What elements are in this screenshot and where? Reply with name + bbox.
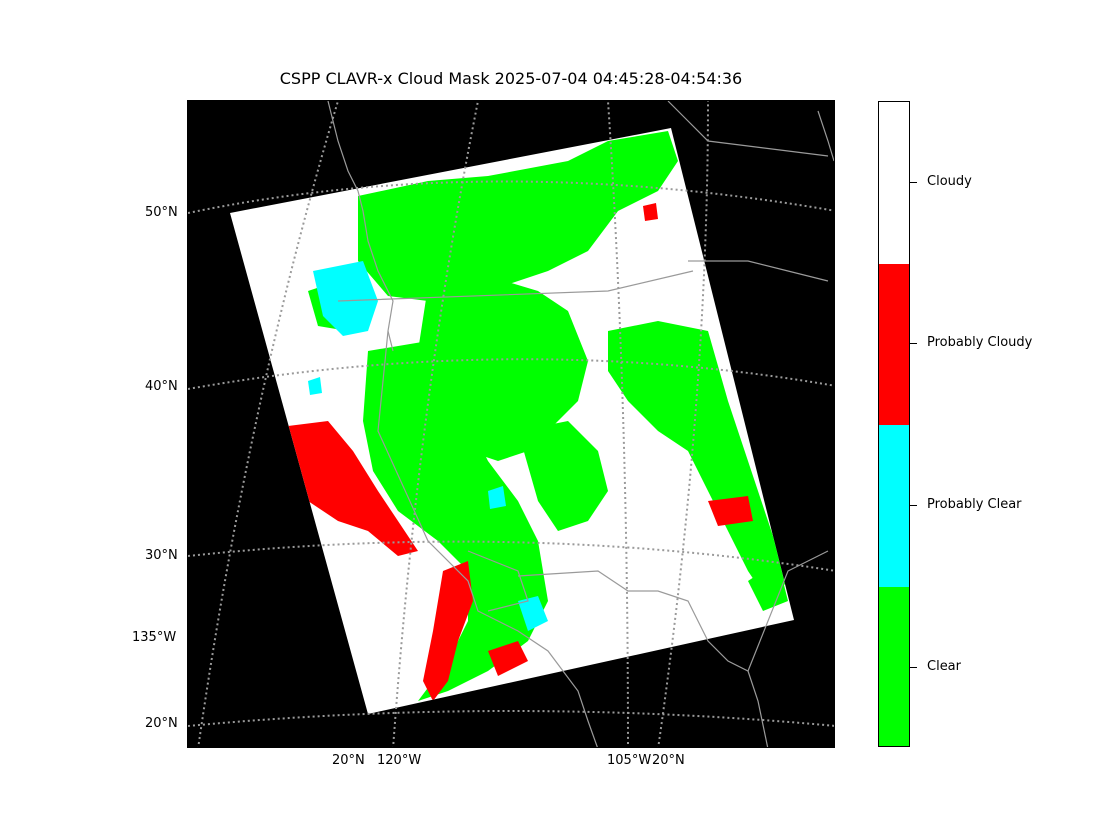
bottom-label-120w: 120°W xyxy=(377,753,422,768)
map-title: CSPP CLAVR-x Cloud Mask 2025-07-04 04:45… xyxy=(279,69,743,88)
bottom-label-20n-left: 20°N xyxy=(332,753,365,768)
map-panel xyxy=(187,100,835,748)
graticule xyxy=(188,101,834,747)
clear-region xyxy=(363,341,548,701)
legend-label-cloudy: Cloudy xyxy=(927,174,972,189)
probably-cloudy-region xyxy=(288,421,418,556)
probably-cloudy-region xyxy=(423,561,473,701)
bottom-label-105w: 105°W xyxy=(607,753,652,768)
bottom-label-20n-right: 20°N xyxy=(652,753,685,768)
cloud-mask-regions xyxy=(288,131,788,701)
probably-clear-region xyxy=(308,377,322,395)
coastlines xyxy=(327,101,834,747)
probably-cloudy-region xyxy=(708,496,753,526)
clear-region xyxy=(748,561,788,611)
clear-region xyxy=(608,321,788,601)
probably-clear-region xyxy=(518,596,548,631)
lat-label-40n: 40°N xyxy=(145,379,178,394)
colorbar-clear xyxy=(879,586,909,746)
legend-label-clear: Clear xyxy=(927,659,961,674)
lat-label-50n: 50°N xyxy=(145,205,178,220)
colorbar-tick-cloudy xyxy=(910,182,917,183)
lat-label-20n: 20°N xyxy=(145,716,178,731)
colorbar-probably-cloudy xyxy=(879,263,909,425)
probably-cloudy-region xyxy=(488,641,528,676)
colorbar-tick-clear xyxy=(910,667,917,668)
cloud-mask-map xyxy=(188,101,834,747)
colorbar-tick-probably-cloudy xyxy=(910,343,917,344)
clear-region xyxy=(358,131,678,301)
probably-clear-region xyxy=(488,486,506,509)
colorbar xyxy=(878,101,910,747)
colorbar-probably-clear xyxy=(879,425,909,587)
clear-region xyxy=(518,421,608,531)
colorbar-tick-probably-clear xyxy=(910,505,917,506)
probably-clear-region xyxy=(313,261,378,336)
legend-label-probably-cloudy: Probably Cloudy xyxy=(927,335,1033,350)
probably-cloudy-region xyxy=(643,203,658,221)
legend-label-probably-clear: Probably Clear xyxy=(927,497,1022,512)
lat-label-30n: 30°N xyxy=(145,548,178,563)
colorbar-cloudy xyxy=(879,102,909,264)
lon-label-135w: 135°W xyxy=(132,630,177,645)
